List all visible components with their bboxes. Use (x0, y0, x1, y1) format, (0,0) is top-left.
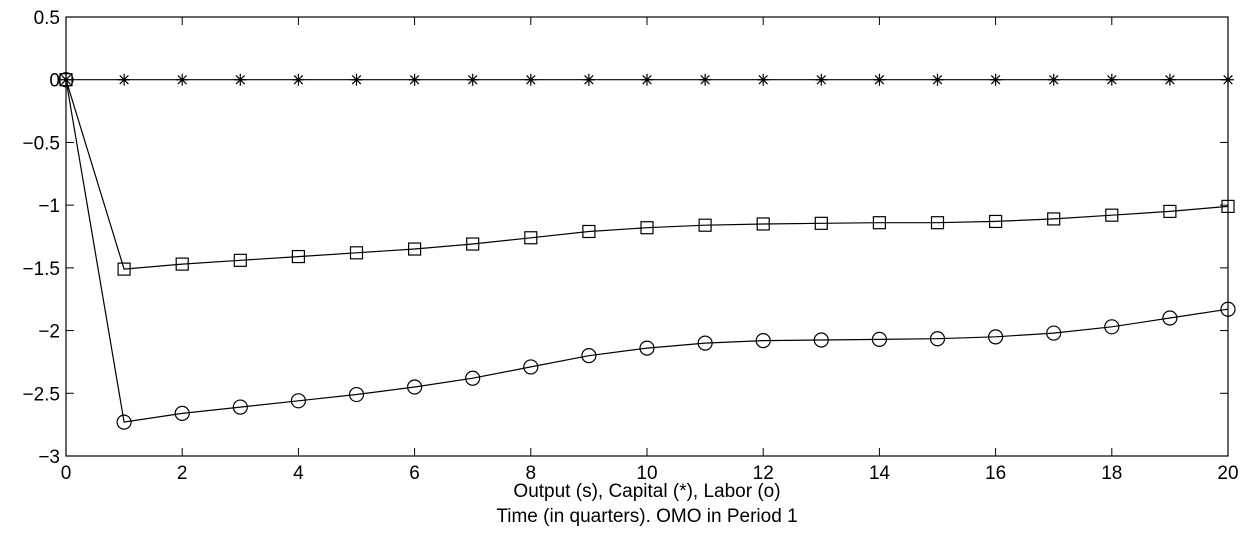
data-point-circle (1162, 310, 1178, 326)
data-point-square (988, 214, 1003, 229)
data-point-square (698, 218, 712, 232)
data-point-star (815, 73, 828, 86)
data-point-star (699, 73, 712, 86)
data-point-circle (116, 414, 132, 430)
data-point-star (931, 73, 944, 86)
data-point-square (1105, 208, 1119, 222)
data-point-circle (290, 393, 306, 409)
data-point-square (524, 231, 538, 245)
data-point-square (117, 262, 131, 276)
data-point-square (291, 249, 305, 264)
data-point-circle (581, 348, 597, 364)
data-point-square (175, 257, 189, 271)
series-line-circle (65, 79, 1229, 423)
y-tick-label: 0 (49, 71, 60, 92)
data-point-circle (523, 359, 539, 375)
data-point-star (1105, 73, 1118, 86)
data-point-star (1047, 73, 1060, 86)
y-tick-label: −1 (38, 196, 60, 217)
x-axis-label-secondary: Time (in quarters). OMO in Period 1 (496, 506, 797, 527)
data-point-square (1047, 212, 1061, 226)
data-point-star (408, 73, 421, 86)
x-tick-label: 0 (61, 463, 72, 484)
data-point-circle (1220, 301, 1236, 317)
data-point-circle (465, 370, 481, 386)
data-point-circle (232, 399, 248, 415)
data-point-circle (813, 332, 829, 348)
data-point-square (233, 253, 247, 267)
x-tick-label: 6 (409, 463, 420, 484)
data-point-star (1163, 73, 1176, 86)
data-point-star (582, 73, 595, 86)
x-tick-label: 18 (1101, 463, 1122, 484)
series-layer (58, 72, 1236, 430)
data-point-square (640, 221, 654, 235)
y-tick-label: −1.5 (22, 259, 60, 280)
x-axis-label: Output (s), Capital (*), Labor (o) (513, 481, 780, 502)
data-point-circle (755, 333, 771, 349)
data-point-square (872, 216, 887, 230)
data-point-circle (871, 331, 888, 347)
x-tick-label: 14 (869, 463, 891, 484)
series-line-square (65, 79, 1229, 270)
data-point-square (466, 237, 480, 251)
data-point-star (1222, 73, 1234, 86)
data-point-circle (174, 405, 190, 421)
series-circle (58, 72, 1236, 430)
y-tick-label: −3 (38, 447, 60, 468)
data-point-star (176, 73, 189, 86)
data-point-circle (1046, 325, 1062, 341)
data-point-square (1221, 199, 1235, 213)
data-point-circle (639, 340, 655, 356)
data-point-star (757, 73, 770, 86)
data-point-square (756, 217, 770, 231)
data-point-circle (929, 331, 946, 347)
data-point-star (234, 73, 247, 86)
x-tick-label: 10 (636, 463, 657, 484)
y-axis-ticks: 0.5 0 −0.5 −1 −1.5 −2 −2.5 −3 (22, 8, 1228, 468)
x-tick-label: 20 (1217, 463, 1238, 484)
data-point-star (350, 73, 363, 86)
data-point-square (408, 242, 422, 256)
x-tick-label: 12 (753, 463, 774, 484)
data-point-star (524, 73, 537, 86)
data-point-star (466, 73, 479, 86)
data-point-square (349, 246, 364, 260)
x-tick-label: 8 (526, 463, 537, 484)
y-tick-label: −2.5 (22, 384, 60, 405)
data-point-square (814, 216, 828, 230)
y-tick-label: −0.5 (22, 133, 60, 154)
data-point-star (641, 73, 653, 86)
data-point-square (930, 216, 945, 230)
y-tick-label: 0.5 (34, 8, 60, 29)
data-point-circle (697, 335, 713, 351)
series-star (60, 73, 1234, 86)
data-point-circle (58, 72, 74, 88)
data-point-star (118, 73, 131, 86)
data-point-circle (987, 329, 1004, 345)
data-point-star (873, 73, 886, 86)
x-tick-label: 4 (293, 463, 304, 484)
data-point-circle (407, 379, 423, 395)
data-point-star (292, 73, 305, 86)
data-point-circle (348, 386, 365, 403)
x-tick-label: 16 (985, 463, 1006, 484)
data-point-square (582, 224, 596, 239)
data-point-circle (1104, 319, 1120, 335)
x-tick-label: 2 (177, 463, 188, 484)
y-tick-label: −2 (38, 322, 60, 343)
x-axis-ticks: 0 2 4 6 8 10 12 14 16 18 20 (61, 17, 1239, 484)
series-square (59, 73, 1235, 276)
data-point-square (1163, 204, 1177, 219)
data-point-star (989, 73, 1002, 86)
